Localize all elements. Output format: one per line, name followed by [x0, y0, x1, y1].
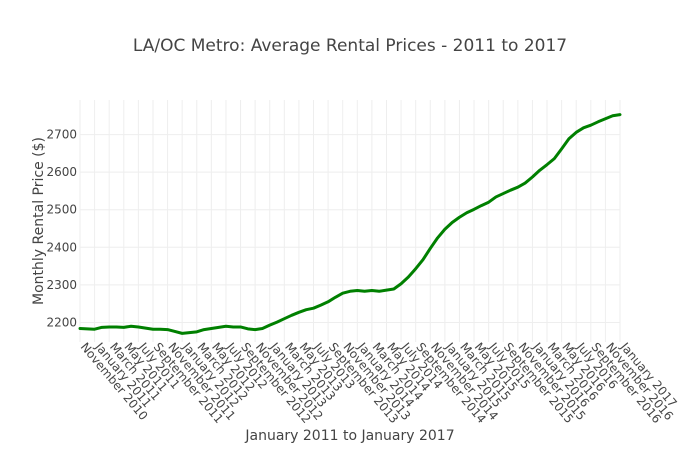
y-tick-label: 2400 — [46, 240, 77, 254]
y-tick-label: 2600 — [46, 165, 77, 179]
y-tick-label: 2700 — [46, 128, 77, 142]
y-axis-ticks: 2200 2300 2400 2500 2600 2700 — [46, 128, 77, 330]
y-tick-label: 2300 — [46, 278, 77, 292]
y-tick-label: 2200 — [46, 315, 77, 329]
grid — [79, 100, 621, 342]
series-layer — [78, 113, 622, 335]
y-axis-title: Monthly Rental Price ($) — [31, 137, 47, 305]
series-line — [78, 113, 622, 335]
x-axis-title: January 2011 to January 2017 — [244, 428, 454, 444]
y-tick-label: 2500 — [46, 203, 77, 217]
chart-title: LA/OC Metro: Average Rental Prices - 201… — [133, 36, 567, 56]
